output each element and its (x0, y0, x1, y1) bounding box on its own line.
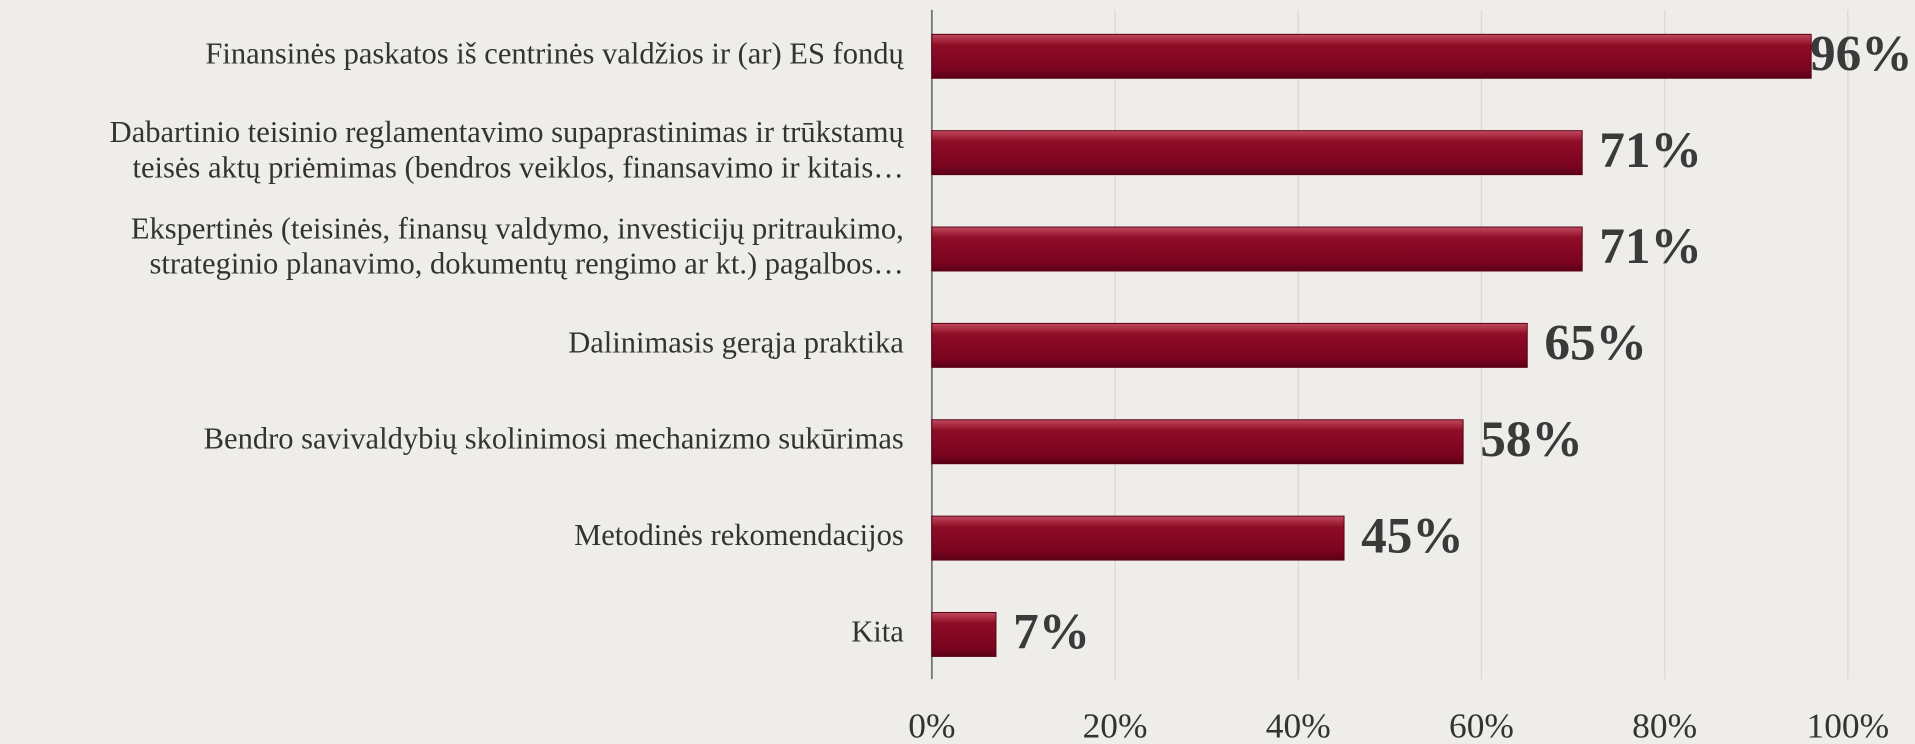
bar (931, 515, 1345, 561)
category-label: Metodinės rekomendacijos (574, 518, 904, 552)
category-label: Bendro savivaldybių skolinimosi mechaniz… (204, 422, 904, 456)
bar (931, 322, 1528, 368)
bar (931, 611, 997, 657)
category-label: Ekspertinės (teisinės, finansų valdymo, … (131, 211, 904, 245)
category-label: teisės aktų priėmimas (bendros veiklos, … (133, 150, 904, 184)
bar (931, 33, 1812, 79)
value-label: 58% (1480, 411, 1583, 468)
category-label: Kita (851, 614, 904, 648)
x-tick-label: 100% (1807, 705, 1890, 744)
value-label: 96% (1810, 26, 1913, 83)
x-tick-label: 20% (1083, 705, 1148, 744)
value-label: 45% (1361, 507, 1464, 564)
bar (931, 419, 1464, 465)
category-label: Dabartinio teisinio reglamentavimo supap… (110, 115, 905, 149)
x-tick-label: 60% (1449, 705, 1514, 744)
category-label: Dalinimasis gerąja praktika (568, 325, 904, 359)
value-label: 65% (1544, 315, 1647, 372)
value-label: 71% (1599, 218, 1702, 275)
value-label: 71% (1599, 122, 1702, 179)
x-tick-label: 40% (1266, 705, 1331, 744)
x-tick-label: 0% (908, 705, 955, 744)
bar (931, 130, 1583, 176)
x-tick-label: 80% (1632, 705, 1697, 744)
category-label: strateginio planavimo, dokumentų rengimo… (150, 247, 904, 281)
bar (931, 226, 1583, 272)
value-label: 7% (1013, 604, 1090, 661)
category-label: Finansinės paskatos iš centrinės valdžio… (205, 36, 904, 70)
